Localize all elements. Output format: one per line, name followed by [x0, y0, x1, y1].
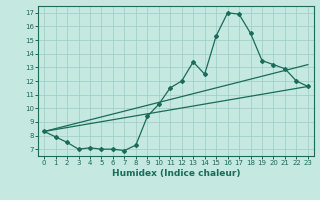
X-axis label: Humidex (Indice chaleur): Humidex (Indice chaleur) [112, 169, 240, 178]
